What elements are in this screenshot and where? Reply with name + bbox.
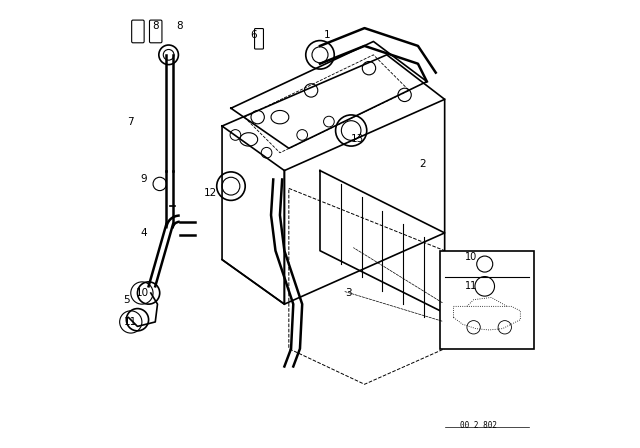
Text: 8: 8 — [177, 21, 183, 31]
Text: 1: 1 — [323, 30, 330, 40]
Text: 00 2 802: 00 2 802 — [460, 421, 497, 430]
FancyBboxPatch shape — [132, 20, 144, 43]
Text: 9: 9 — [141, 174, 147, 185]
Text: 7: 7 — [127, 116, 134, 127]
Text: 11: 11 — [465, 281, 477, 291]
Text: 10: 10 — [135, 288, 148, 298]
Text: 2: 2 — [419, 159, 426, 169]
Text: 8: 8 — [152, 21, 159, 31]
Text: 6: 6 — [250, 30, 257, 40]
Text: 12: 12 — [204, 188, 218, 198]
Text: 10: 10 — [465, 252, 477, 263]
Text: 13: 13 — [351, 134, 364, 144]
Text: 5: 5 — [123, 295, 130, 305]
Text: 3: 3 — [346, 288, 352, 298]
FancyBboxPatch shape — [255, 29, 264, 49]
Text: 4: 4 — [141, 228, 147, 238]
Text: 11: 11 — [124, 317, 138, 327]
Bar — [440, 251, 534, 349]
FancyBboxPatch shape — [150, 20, 162, 43]
